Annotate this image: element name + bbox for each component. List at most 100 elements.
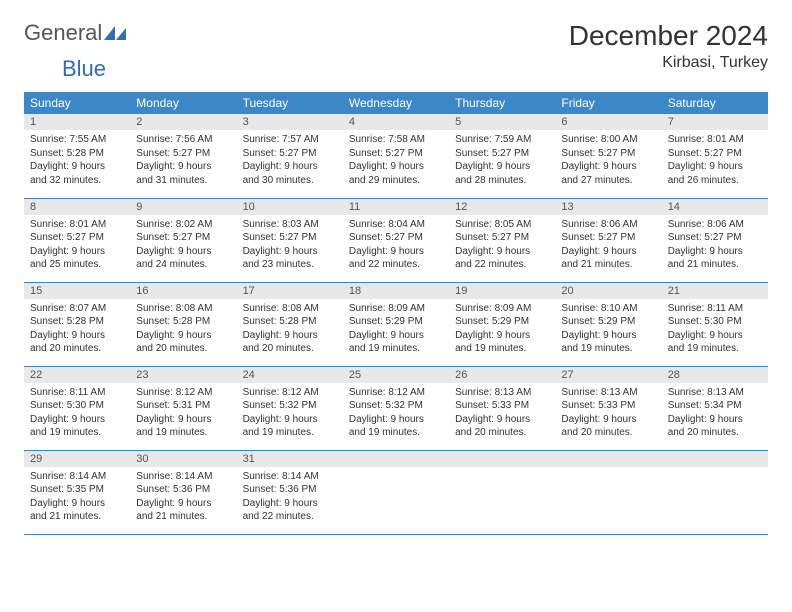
day-cell: 21Sunrise: 8:11 AMSunset: 5:30 PMDayligh… (662, 282, 768, 366)
calendar-row: 29Sunrise: 8:14 AMSunset: 5:35 PMDayligh… (24, 450, 768, 534)
brand-logo: General (24, 20, 108, 46)
day-number: 5 (449, 114, 555, 130)
day-number: 3 (237, 114, 343, 130)
day-cell: 28Sunrise: 8:13 AMSunset: 5:34 PMDayligh… (662, 366, 768, 450)
day-number: 8 (24, 199, 130, 215)
calendar-table: Sunday Monday Tuesday Wednesday Thursday… (24, 92, 768, 535)
day-cell: 15Sunrise: 8:07 AMSunset: 5:28 PMDayligh… (24, 282, 130, 366)
weekday-header: Sunday (24, 92, 130, 114)
brand-part1: General (24, 20, 102, 46)
day-number: 20 (555, 283, 661, 299)
day-number: 31 (237, 451, 343, 467)
day-cell: 20Sunrise: 8:10 AMSunset: 5:29 PMDayligh… (555, 282, 661, 366)
day-number: 19 (449, 283, 555, 299)
day-cell: 6Sunrise: 8:00 AMSunset: 5:27 PMDaylight… (555, 114, 661, 198)
empty-cell (662, 450, 768, 534)
calendar-row: 1Sunrise: 7:55 AMSunset: 5:28 PMDaylight… (24, 114, 768, 198)
day-details: Sunrise: 8:06 AMSunset: 5:27 PMDaylight:… (662, 215, 768, 276)
empty-cell (555, 450, 661, 534)
weekday-header: Tuesday (237, 92, 343, 114)
day-details: Sunrise: 7:58 AMSunset: 5:27 PMDaylight:… (343, 130, 449, 191)
day-cell: 25Sunrise: 8:12 AMSunset: 5:32 PMDayligh… (343, 366, 449, 450)
day-details: Sunrise: 8:02 AMSunset: 5:27 PMDaylight:… (130, 215, 236, 276)
weekday-header: Wednesday (343, 92, 449, 114)
day-details: Sunrise: 8:13 AMSunset: 5:34 PMDaylight:… (662, 383, 768, 444)
day-details: Sunrise: 8:12 AMSunset: 5:32 PMDaylight:… (237, 383, 343, 444)
day-number: 26 (449, 367, 555, 383)
month-title: December 2024 (569, 20, 768, 52)
weekday-header: Monday (130, 92, 236, 114)
day-number: 24 (237, 367, 343, 383)
day-details: Sunrise: 8:04 AMSunset: 5:27 PMDaylight:… (343, 215, 449, 276)
day-cell: 4Sunrise: 7:58 AMSunset: 5:27 PMDaylight… (343, 114, 449, 198)
day-cell: 2Sunrise: 7:56 AMSunset: 5:27 PMDaylight… (130, 114, 236, 198)
day-number: 10 (237, 199, 343, 215)
day-cell: 11Sunrise: 8:04 AMSunset: 5:27 PMDayligh… (343, 198, 449, 282)
day-details: Sunrise: 8:10 AMSunset: 5:29 PMDaylight:… (555, 299, 661, 360)
day-details: Sunrise: 7:56 AMSunset: 5:27 PMDaylight:… (130, 130, 236, 191)
brand-part2: Blue (62, 56, 792, 82)
day-number: 6 (555, 114, 661, 130)
day-cell: 23Sunrise: 8:12 AMSunset: 5:31 PMDayligh… (130, 366, 236, 450)
day-cell: 12Sunrise: 8:05 AMSunset: 5:27 PMDayligh… (449, 198, 555, 282)
weekday-header: Saturday (662, 92, 768, 114)
day-cell: 29Sunrise: 8:14 AMSunset: 5:35 PMDayligh… (24, 450, 130, 534)
day-cell: 9Sunrise: 8:02 AMSunset: 5:27 PMDaylight… (130, 198, 236, 282)
day-details: Sunrise: 7:57 AMSunset: 5:27 PMDaylight:… (237, 130, 343, 191)
calendar-row: 22Sunrise: 8:11 AMSunset: 5:30 PMDayligh… (24, 366, 768, 450)
day-details: Sunrise: 8:11 AMSunset: 5:30 PMDaylight:… (24, 383, 130, 444)
calendar-row: 8Sunrise: 8:01 AMSunset: 5:27 PMDaylight… (24, 198, 768, 282)
day-cell: 17Sunrise: 8:08 AMSunset: 5:28 PMDayligh… (237, 282, 343, 366)
day-number: 4 (343, 114, 449, 130)
day-number: 15 (24, 283, 130, 299)
day-details: Sunrise: 8:12 AMSunset: 5:31 PMDaylight:… (130, 383, 236, 444)
day-details: Sunrise: 7:55 AMSunset: 5:28 PMDaylight:… (24, 130, 130, 191)
day-number: 29 (24, 451, 130, 467)
day-number: 27 (555, 367, 661, 383)
day-number: 25 (343, 367, 449, 383)
day-number: 12 (449, 199, 555, 215)
day-number: 1 (24, 114, 130, 130)
empty-cell (449, 450, 555, 534)
day-details: Sunrise: 8:14 AMSunset: 5:36 PMDaylight:… (130, 467, 236, 528)
day-cell: 14Sunrise: 8:06 AMSunset: 5:27 PMDayligh… (662, 198, 768, 282)
weekday-header: Thursday (449, 92, 555, 114)
day-cell: 31Sunrise: 8:14 AMSunset: 5:36 PMDayligh… (237, 450, 343, 534)
day-details: Sunrise: 8:06 AMSunset: 5:27 PMDaylight:… (555, 215, 661, 276)
day-cell: 19Sunrise: 8:09 AMSunset: 5:29 PMDayligh… (449, 282, 555, 366)
day-number: 30 (130, 451, 236, 467)
day-number: 22 (24, 367, 130, 383)
sail-icon (104, 26, 126, 40)
day-cell: 1Sunrise: 7:55 AMSunset: 5:28 PMDaylight… (24, 114, 130, 198)
day-cell: 26Sunrise: 8:13 AMSunset: 5:33 PMDayligh… (449, 366, 555, 450)
day-cell: 27Sunrise: 8:13 AMSunset: 5:33 PMDayligh… (555, 366, 661, 450)
day-number: 17 (237, 283, 343, 299)
day-cell: 13Sunrise: 8:06 AMSunset: 5:27 PMDayligh… (555, 198, 661, 282)
day-details: Sunrise: 8:07 AMSunset: 5:28 PMDaylight:… (24, 299, 130, 360)
day-details: Sunrise: 8:03 AMSunset: 5:27 PMDaylight:… (237, 215, 343, 276)
day-cell: 18Sunrise: 8:09 AMSunset: 5:29 PMDayligh… (343, 282, 449, 366)
day-number: 28 (662, 367, 768, 383)
empty-cell (343, 450, 449, 534)
calendar-row: 15Sunrise: 8:07 AMSunset: 5:28 PMDayligh… (24, 282, 768, 366)
weekday-header-row: Sunday Monday Tuesday Wednesday Thursday… (24, 92, 768, 114)
day-details: Sunrise: 8:11 AMSunset: 5:30 PMDaylight:… (662, 299, 768, 360)
day-details: Sunrise: 8:01 AMSunset: 5:27 PMDaylight:… (24, 215, 130, 276)
day-cell: 22Sunrise: 8:11 AMSunset: 5:30 PMDayligh… (24, 366, 130, 450)
day-number: 2 (130, 114, 236, 130)
day-number: 16 (130, 283, 236, 299)
day-number: 21 (662, 283, 768, 299)
day-details: Sunrise: 8:14 AMSunset: 5:36 PMDaylight:… (237, 467, 343, 528)
day-cell: 10Sunrise: 8:03 AMSunset: 5:27 PMDayligh… (237, 198, 343, 282)
day-cell: 24Sunrise: 8:12 AMSunset: 5:32 PMDayligh… (237, 366, 343, 450)
day-number: 13 (555, 199, 661, 215)
day-cell: 8Sunrise: 8:01 AMSunset: 5:27 PMDaylight… (24, 198, 130, 282)
day-details: Sunrise: 8:01 AMSunset: 5:27 PMDaylight:… (662, 130, 768, 191)
day-details: Sunrise: 8:13 AMSunset: 5:33 PMDaylight:… (555, 383, 661, 444)
day-number: 11 (343, 199, 449, 215)
day-details: Sunrise: 8:09 AMSunset: 5:29 PMDaylight:… (449, 299, 555, 360)
day-details: Sunrise: 8:12 AMSunset: 5:32 PMDaylight:… (343, 383, 449, 444)
day-cell: 16Sunrise: 8:08 AMSunset: 5:28 PMDayligh… (130, 282, 236, 366)
day-number: 14 (662, 199, 768, 215)
day-details: Sunrise: 8:05 AMSunset: 5:27 PMDaylight:… (449, 215, 555, 276)
